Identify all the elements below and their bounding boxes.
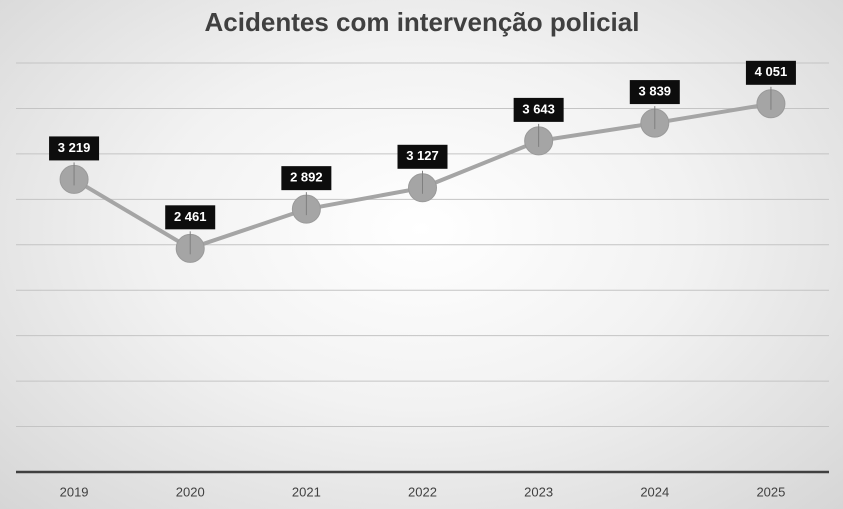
value-label: 2 892 (290, 170, 323, 185)
value-label: 3 839 (639, 84, 672, 99)
x-tick-label: 2025 (756, 484, 785, 499)
x-tick-label: 2022 (408, 484, 437, 499)
data-label: 3 643 (513, 97, 564, 147)
value-label: 4 051 (755, 64, 788, 79)
data-label: 3 219 (49, 136, 100, 186)
x-tick-label: 2021 (292, 484, 321, 499)
value-label: 3 219 (58, 140, 91, 155)
data-label: 4 051 (745, 60, 796, 110)
value-label: 3 127 (406, 148, 439, 163)
label-box (397, 144, 448, 169)
value-label: 2 461 (174, 209, 207, 224)
data-label: 3 127 (397, 144, 448, 194)
data-label: 2 892 (281, 166, 332, 216)
x-tick-label: 2020 (176, 484, 205, 499)
label-box (49, 136, 100, 161)
x-tick-label: 2019 (60, 484, 89, 499)
chart-title: Acidentes com intervenção policial (205, 7, 640, 37)
label-box (165, 205, 216, 230)
value-label: 3 643 (522, 101, 555, 116)
label-box (629, 80, 680, 105)
label-box (745, 60, 796, 85)
data-label: 2 461 (165, 205, 216, 255)
label-box (281, 166, 332, 191)
x-tick-label: 2024 (640, 484, 669, 499)
x-tick-label: 2023 (524, 484, 553, 499)
data-label: 3 839 (629, 80, 680, 130)
label-box (513, 97, 564, 122)
